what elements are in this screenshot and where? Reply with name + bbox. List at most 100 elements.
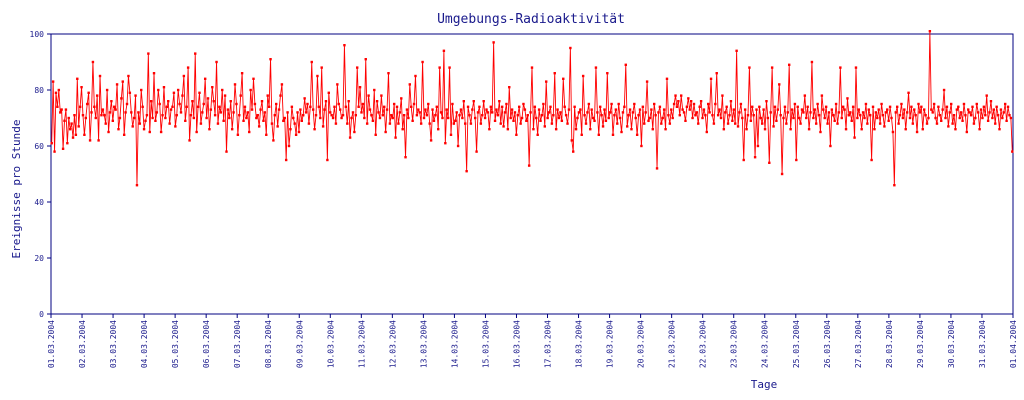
data-point: [604, 119, 608, 122]
data-point: [151, 116, 154, 120]
data-point: [627, 114, 630, 117]
data-point: [516, 114, 519, 117]
data-point: [678, 114, 681, 117]
data-point: [708, 111, 711, 114]
data-point: [449, 133, 453, 136]
data-point: [304, 111, 308, 114]
data-point: [631, 111, 635, 114]
data-point: [1001, 116, 1004, 120]
data-point: [50, 142, 53, 145]
data-point: [117, 128, 120, 131]
data-point: [118, 116, 122, 120]
data-point: [289, 128, 292, 131]
data-point: [135, 184, 139, 187]
data-point: [481, 114, 484, 117]
data-point: [368, 108, 372, 111]
data-point: [624, 63, 627, 66]
data-point: [783, 105, 787, 108]
data-point: [822, 108, 825, 111]
data-point: [343, 44, 346, 47]
data-point: [235, 102, 238, 106]
data-point: [833, 119, 836, 122]
data-point: [171, 105, 174, 108]
data-point: [976, 111, 980, 114]
data-point: [59, 111, 62, 114]
data-point: [951, 122, 954, 125]
data-point: [73, 114, 76, 117]
data-point: [680, 94, 683, 97]
data-point: [412, 102, 416, 106]
data-point: [427, 102, 430, 106]
data-point: [478, 105, 481, 108]
data-point: [334, 122, 338, 125]
data-point: [391, 116, 394, 120]
data-point: [178, 102, 181, 106]
data-point: [311, 108, 315, 111]
data-point: [864, 102, 868, 106]
data-point: [866, 122, 869, 125]
data-point: [375, 100, 379, 103]
data-point: [221, 88, 224, 92]
data-point: [138, 122, 142, 125]
data-point: [373, 88, 376, 92]
data-point: [219, 111, 223, 114]
data-point: [559, 111, 562, 114]
data-point: [945, 105, 949, 108]
data-point: [225, 150, 228, 153]
data-point: [648, 116, 652, 120]
data-point: [503, 111, 507, 114]
data-point: [800, 108, 804, 111]
data-point: [97, 139, 100, 142]
data-point: [223, 94, 227, 97]
data-point: [245, 116, 248, 120]
data-point: [776, 108, 780, 111]
data-point: [871, 105, 875, 108]
data-point: [100, 114, 103, 117]
data-point: [944, 116, 947, 120]
data-point: [576, 116, 579, 120]
data-point: [883, 125, 886, 128]
data-point: [739, 102, 743, 106]
y-tick-label: 40: [34, 198, 44, 207]
data-point: [824, 105, 828, 108]
x-tick-label: 08.03.2004: [264, 320, 273, 368]
data-point: [179, 111, 183, 114]
x-tick-label: 24.03.2004: [761, 320, 770, 368]
data-point: [772, 125, 775, 128]
data-point: [974, 116, 977, 120]
data-point: [103, 114, 106, 117]
data-point: [745, 128, 748, 131]
data-point: [113, 105, 116, 108]
data-point: [617, 102, 620, 106]
data-point: [834, 102, 838, 106]
data-point: [580, 133, 583, 136]
data-point: [51, 80, 55, 83]
data-point: [370, 114, 373, 117]
data-point: [979, 108, 983, 111]
data-point: [546, 116, 549, 120]
data-point: [282, 119, 285, 122]
data-point: [751, 105, 754, 108]
data-point: [647, 119, 650, 122]
data-point: [934, 116, 937, 120]
data-point: [854, 66, 858, 69]
data-point: [689, 100, 693, 103]
data-point: [955, 108, 959, 111]
data-point: [115, 83, 119, 86]
data-point: [371, 119, 375, 122]
data-point: [87, 91, 90, 94]
data-point: [468, 114, 471, 117]
data-point: [367, 94, 370, 97]
data-point: [192, 116, 196, 120]
data-point: [574, 128, 578, 131]
data-point: [914, 114, 917, 117]
data-point: [360, 111, 363, 114]
data-point: [591, 116, 595, 120]
data-point: [850, 119, 853, 122]
data-point: [657, 111, 660, 114]
data-point: [662, 108, 666, 111]
x-tick-label: 12.03.2004: [388, 320, 397, 368]
data-point: [658, 105, 662, 108]
data-point: [893, 184, 896, 187]
data-point: [765, 100, 768, 103]
